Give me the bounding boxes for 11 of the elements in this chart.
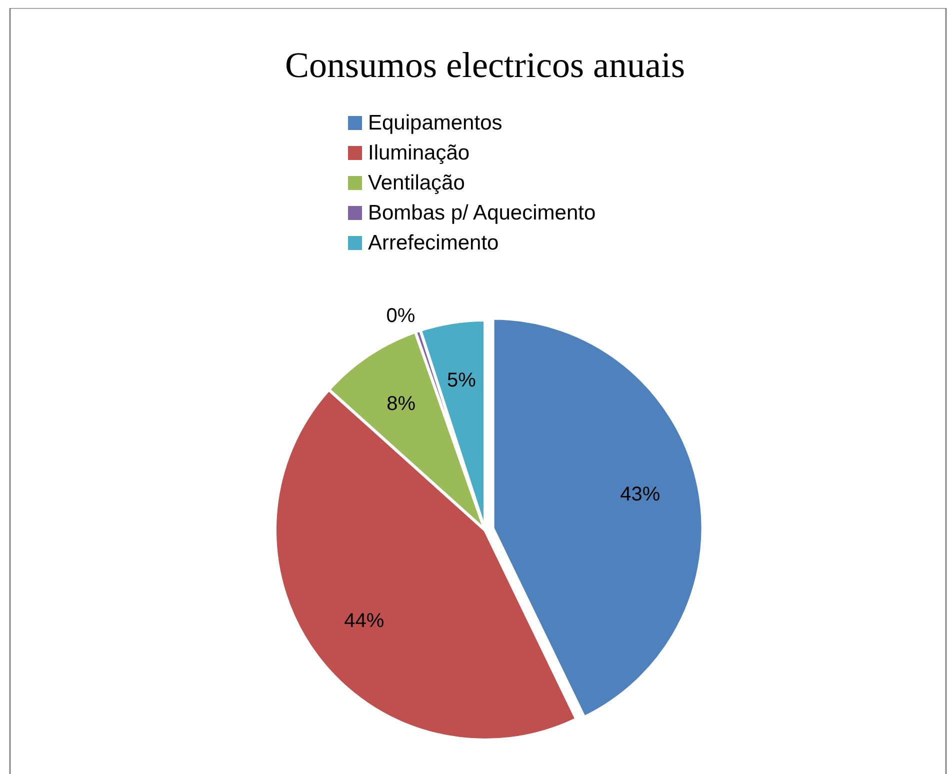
legend-label: Iluminação [368, 142, 470, 164]
legend-label: Ventilação [368, 172, 465, 194]
legend-label: Bombas p/ Aquecimento [368, 202, 596, 224]
data-label: 5% [446, 370, 476, 392]
data-label: 0% [386, 304, 416, 327]
legend-label: Equipamentos [368, 112, 502, 134]
legend-label: Arrefecimento [368, 232, 499, 254]
data-label: 44% [344, 610, 384, 632]
data-label: 43% [620, 483, 660, 506]
data-label: 8% [386, 393, 416, 416]
chart-title: Consumos electricos anuais [285, 45, 685, 85]
